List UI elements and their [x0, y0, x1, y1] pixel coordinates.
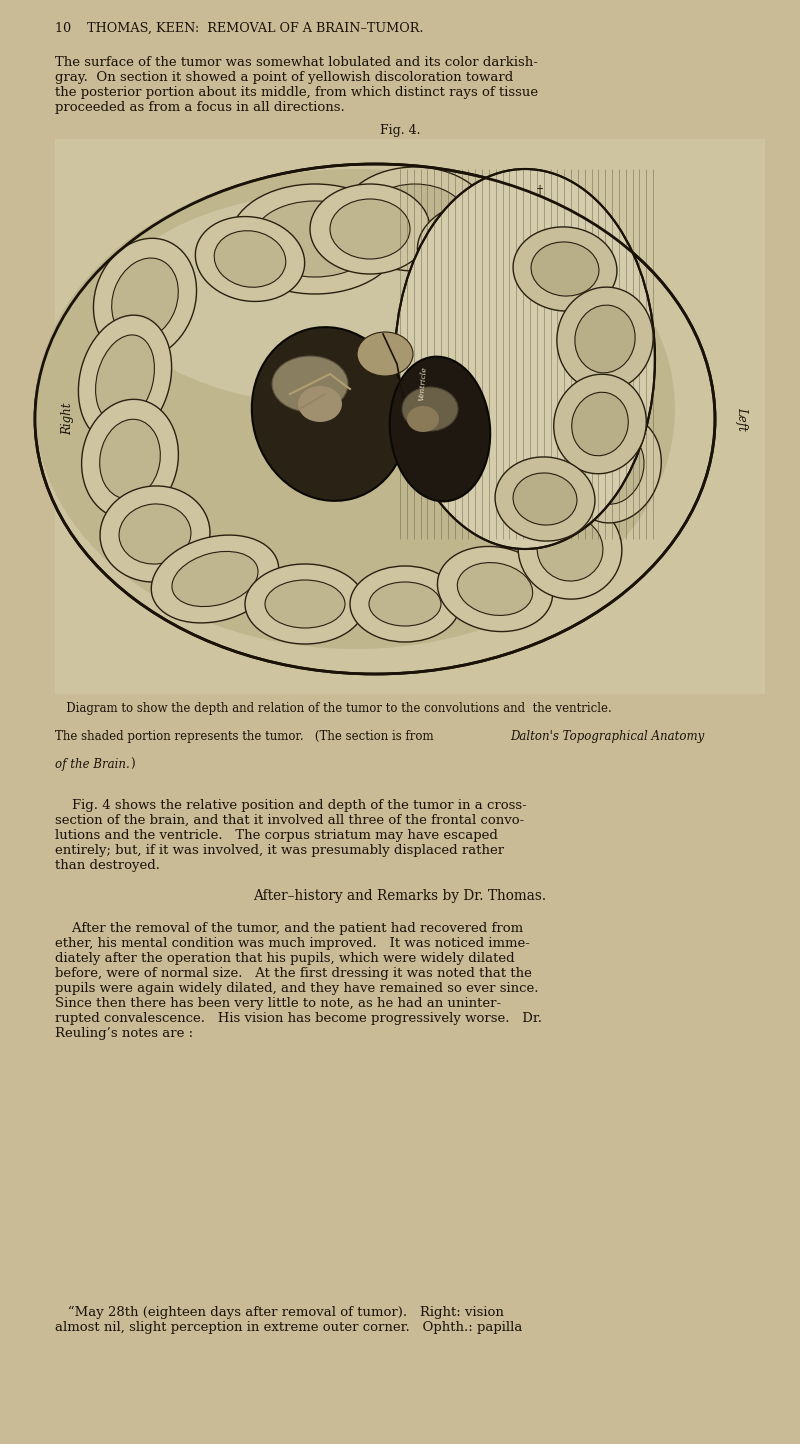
- Ellipse shape: [298, 386, 342, 422]
- Text: The shaded portion represents the tumor.   (The section is from: The shaded portion represents the tumor.…: [55, 731, 438, 744]
- Ellipse shape: [369, 582, 441, 627]
- Ellipse shape: [35, 165, 715, 674]
- Ellipse shape: [115, 189, 615, 409]
- Ellipse shape: [340, 168, 490, 271]
- Ellipse shape: [195, 217, 305, 302]
- Text: Fig. 4.: Fig. 4.: [380, 124, 420, 137]
- Ellipse shape: [172, 552, 258, 606]
- Text: †: †: [537, 185, 543, 198]
- Ellipse shape: [272, 357, 348, 412]
- Ellipse shape: [95, 335, 154, 423]
- Ellipse shape: [119, 504, 191, 565]
- Ellipse shape: [357, 332, 413, 375]
- Ellipse shape: [458, 563, 533, 615]
- Ellipse shape: [518, 498, 622, 599]
- Text: Ventricle: Ventricle: [418, 367, 429, 401]
- Ellipse shape: [94, 238, 197, 360]
- Ellipse shape: [100, 419, 160, 498]
- Text: of the Brain.: of the Brain.: [55, 758, 130, 771]
- Ellipse shape: [438, 546, 553, 631]
- Ellipse shape: [390, 357, 490, 501]
- Ellipse shape: [230, 183, 400, 295]
- Ellipse shape: [531, 243, 599, 296]
- Ellipse shape: [495, 456, 595, 542]
- Ellipse shape: [214, 231, 286, 287]
- Text: 10    THOMAS, KEEN:  REMOVAL OF A BRAIN–TUMOR.: 10 THOMAS, KEEN: REMOVAL OF A BRAIN–TUMO…: [55, 22, 423, 35]
- Ellipse shape: [350, 566, 460, 643]
- Ellipse shape: [513, 474, 577, 526]
- Ellipse shape: [330, 199, 410, 258]
- Ellipse shape: [395, 169, 655, 549]
- Ellipse shape: [586, 433, 644, 504]
- Ellipse shape: [100, 487, 210, 582]
- Ellipse shape: [418, 201, 533, 286]
- Bar: [55, 139, 765, 695]
- Ellipse shape: [151, 536, 278, 622]
- Ellipse shape: [252, 328, 408, 501]
- Text: Diagram to show the depth and relation of the tumor to the convolutions and  the: Diagram to show the depth and relation o…: [55, 702, 612, 715]
- Ellipse shape: [265, 580, 345, 628]
- Text: ): ): [130, 758, 134, 771]
- Text: After–history and Remarks by Dr. Thomas.: After–history and Remarks by Dr. Thomas.: [254, 890, 546, 902]
- Ellipse shape: [575, 305, 635, 373]
- Ellipse shape: [438, 215, 513, 273]
- Text: Fig. 4 shows the relative position and depth of the tumor in a cross-
section of: Fig. 4 shows the relative position and d…: [55, 799, 526, 872]
- Ellipse shape: [407, 406, 439, 432]
- Text: Left: Left: [735, 407, 749, 430]
- Ellipse shape: [78, 315, 172, 443]
- Text: Right: Right: [62, 403, 74, 435]
- Ellipse shape: [557, 287, 653, 391]
- Ellipse shape: [245, 565, 365, 644]
- Ellipse shape: [363, 183, 467, 254]
- Ellipse shape: [253, 201, 377, 277]
- Ellipse shape: [572, 393, 628, 456]
- Text: Dalton's Topographical Anatomy: Dalton's Topographical Anatomy: [510, 731, 704, 744]
- Ellipse shape: [569, 414, 662, 523]
- Ellipse shape: [310, 183, 430, 274]
- Text: After the removal of the tumor, and the patient had recovered from
ether, his me: After the removal of the tumor, and the …: [55, 923, 542, 1040]
- Ellipse shape: [537, 517, 603, 580]
- Text: “May 28th (eighteen days after removal of tumor).   Right: vision
almost nil, sl: “May 28th (eighteen days after removal o…: [55, 1305, 522, 1334]
- Text: The surface of the tumor was somewhat lobulated and its color darkish-
gray.  On: The surface of the tumor was somewhat lo…: [55, 56, 538, 114]
- Ellipse shape: [554, 374, 646, 474]
- Ellipse shape: [35, 169, 675, 648]
- Ellipse shape: [112, 258, 178, 339]
- Ellipse shape: [402, 387, 458, 430]
- Ellipse shape: [82, 400, 178, 518]
- Ellipse shape: [513, 227, 617, 310]
